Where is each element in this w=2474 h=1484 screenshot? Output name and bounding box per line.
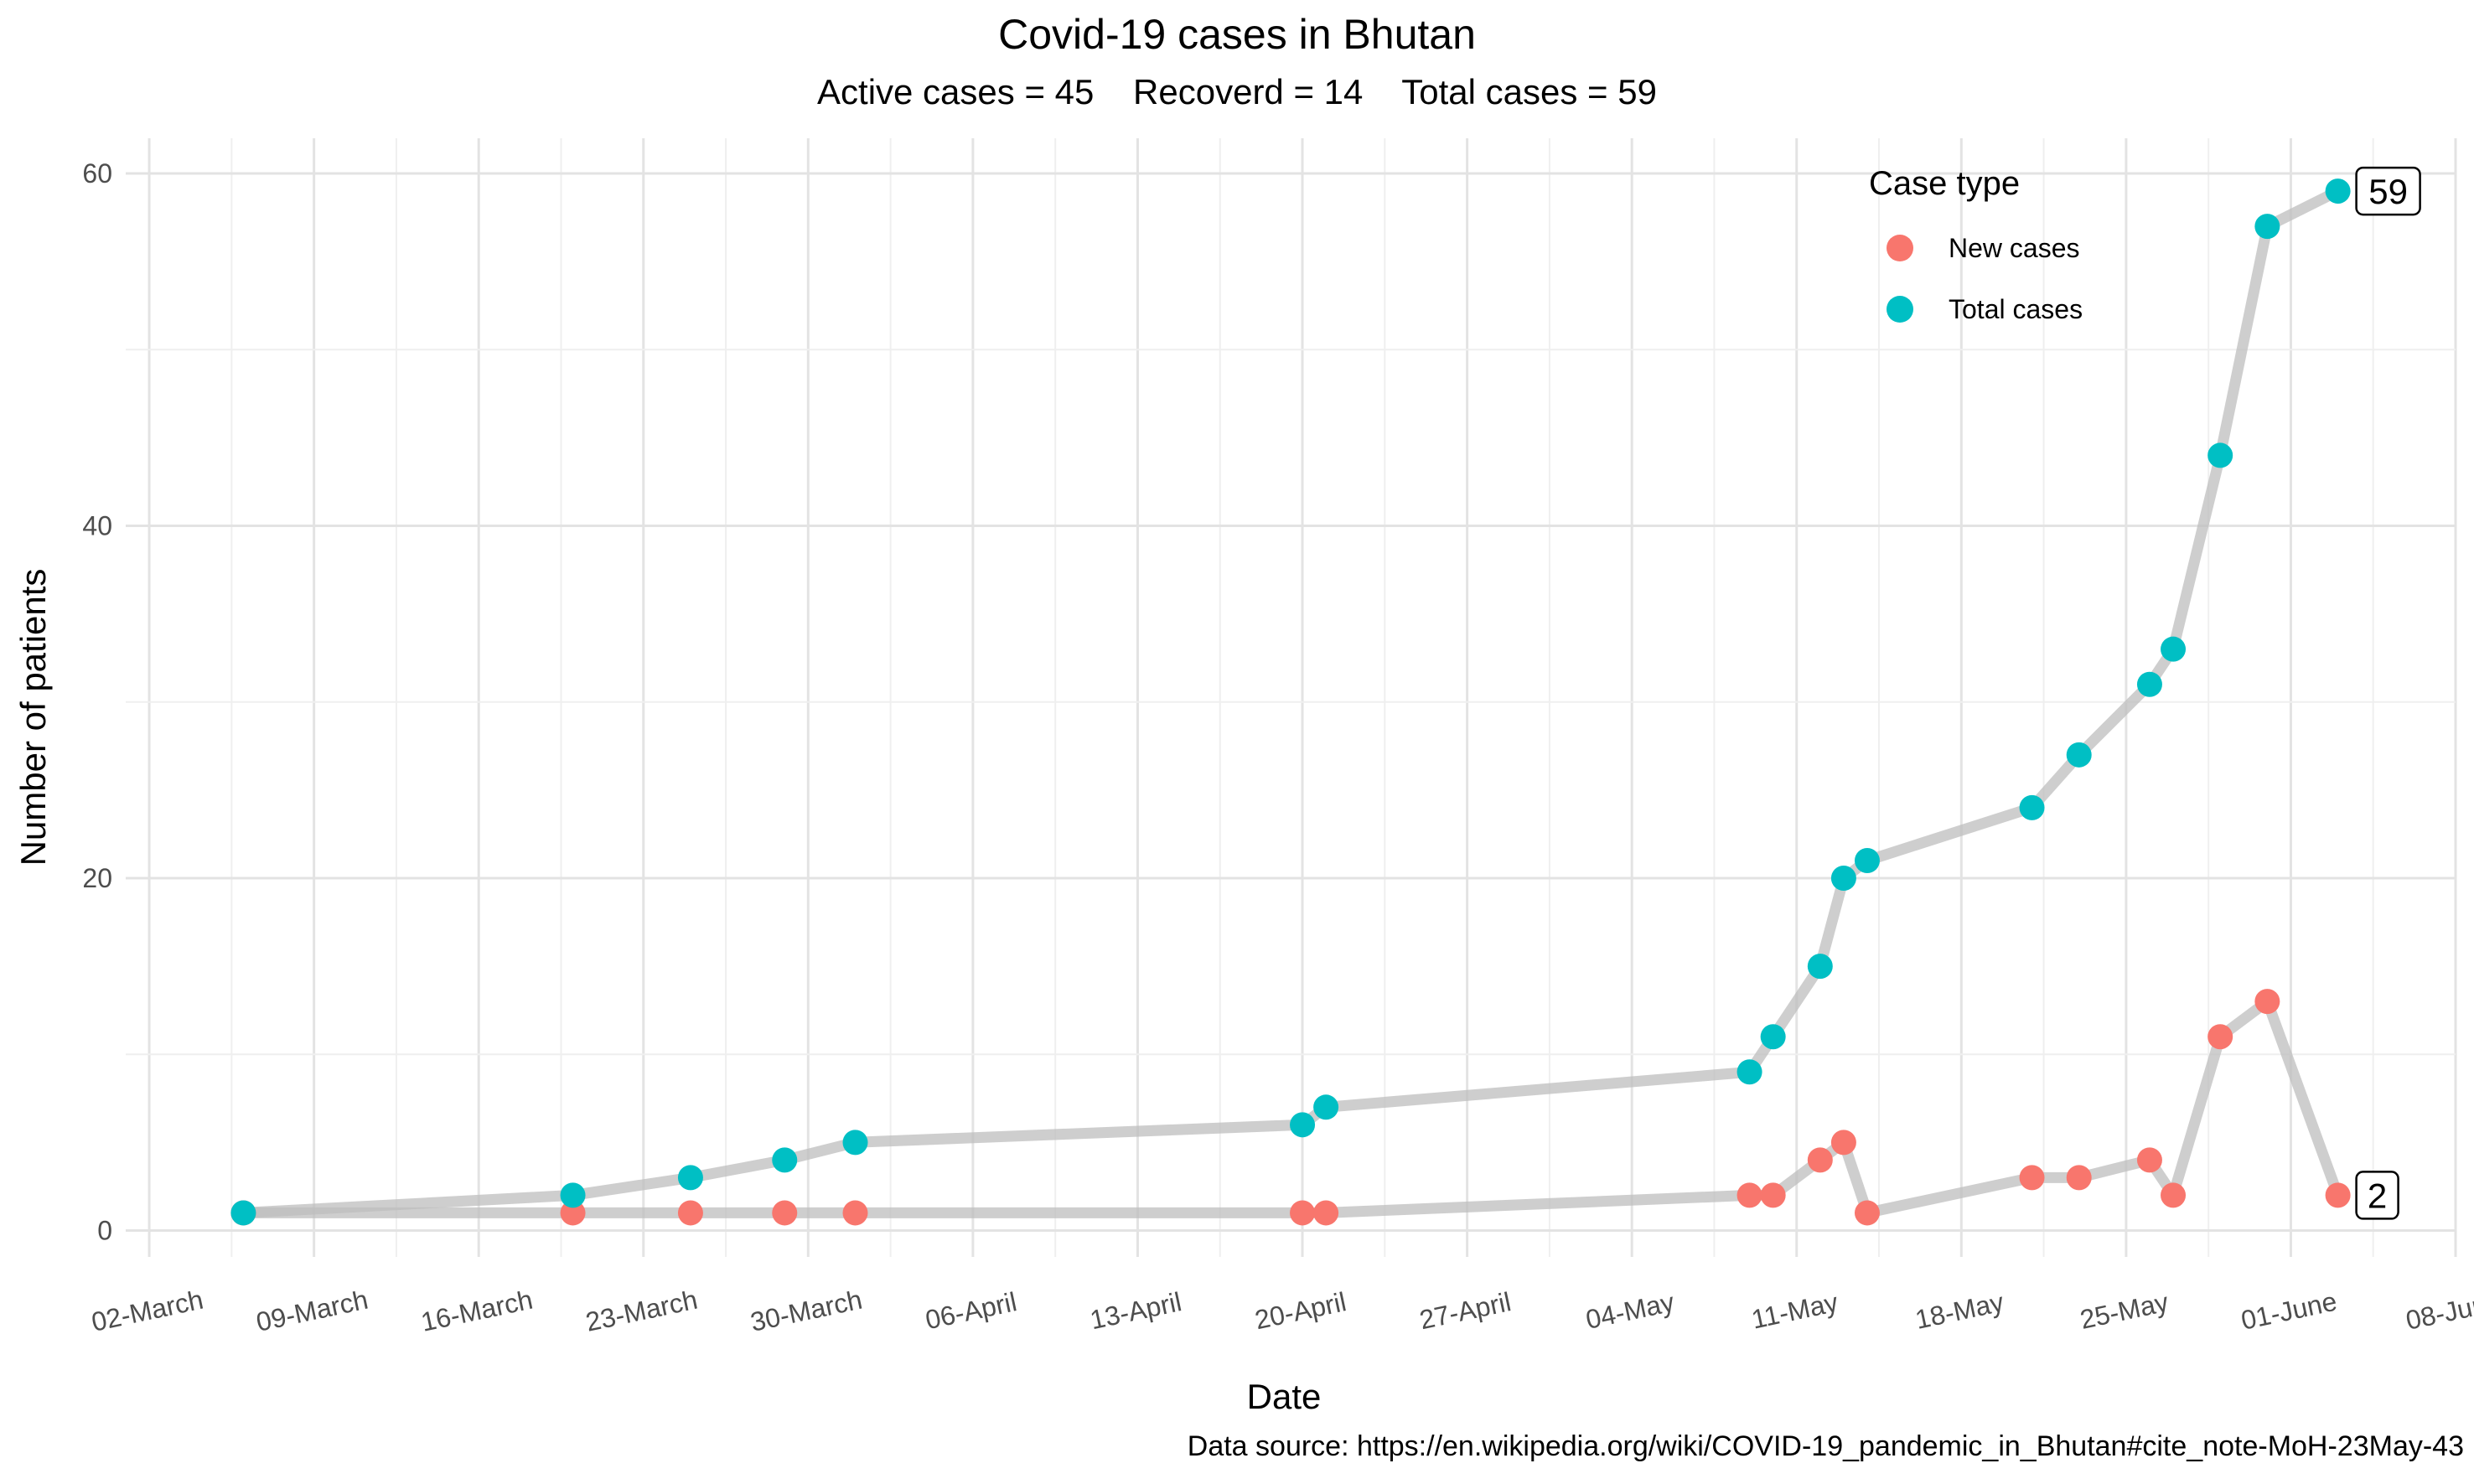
point-total-cases (1736, 1059, 1762, 1085)
x-tick-label: 09-March (254, 1285, 371, 1337)
x-axis-ticks: 02-March 09-March 16-March 23-March 30-March… (89, 1285, 2474, 1337)
point-new-cases (560, 1200, 586, 1226)
point-total-cases (560, 1182, 586, 1208)
point-new-cases (1313, 1200, 1339, 1226)
legend-key (1887, 296, 1913, 323)
data-source-caption: Data source: https://en.wikipedia.org/wi… (1187, 1430, 2464, 1462)
end-label-box (2355, 1171, 2399, 1220)
point-total-cases (2254, 214, 2280, 240)
point-total-cases (2066, 742, 2092, 768)
end-label-text: 2 (2368, 1176, 2387, 1215)
x-tick-label: 30-March (748, 1285, 865, 1337)
x-tick-label: 23-March (583, 1285, 701, 1337)
point-total-cases (2325, 178, 2351, 204)
point-total-cases (2161, 636, 2187, 662)
point-total-cases (2207, 442, 2233, 468)
point-new-cases (2325, 1182, 2351, 1208)
point-new-cases (2066, 1165, 2092, 1191)
point-new-cases (1807, 1147, 1833, 1173)
x-tick-label: 02-March (89, 1285, 206, 1337)
y-axis-ticks: 0 20 40 60 (82, 158, 112, 1245)
x-tick-label: 04-May (1583, 1287, 1677, 1335)
point-total-cases (1807, 954, 1833, 980)
point-new-cases (677, 1200, 703, 1226)
legend-label: Total cases (1949, 294, 2083, 324)
point-new-cases (2207, 1024, 2233, 1050)
point-new-cases (2161, 1182, 2187, 1208)
series-points (230, 178, 2351, 1226)
point-new-cases (842, 1200, 868, 1226)
point-new-cases (1290, 1200, 1316, 1226)
end-label-total-cases: 59 (2355, 166, 2421, 216)
point-total-cases (842, 1130, 868, 1156)
end-label-text: 59 (2368, 172, 2408, 211)
point-new-cases (1830, 1130, 1856, 1156)
end-label-box (2355, 166, 2421, 216)
x-tick-label: 18-May (1912, 1287, 2006, 1335)
end-label-new-cases: 2 (2355, 1171, 2399, 1220)
point-total-cases (2019, 794, 2045, 820)
legend-label: New cases (1949, 233, 2080, 263)
legend-title: Case type (1869, 165, 2020, 202)
point-new-cases (1736, 1182, 1762, 1208)
x-tick-label: 27-April (1417, 1286, 1514, 1335)
point-new-cases (772, 1200, 798, 1226)
legend: Case type New cases Total cases (1869, 165, 2083, 324)
point-total-cases (1760, 1024, 1786, 1050)
point-new-cases (2019, 1165, 2045, 1191)
x-tick-label: 08-June (2403, 1286, 2474, 1336)
chart-title: Covid-19 cases in Bhutan (998, 11, 1476, 58)
grid (126, 138, 2457, 1257)
point-new-cases (2254, 989, 2280, 1015)
y-axis-title: Number of patients (13, 569, 53, 866)
x-tick-label: 25-May (2078, 1287, 2171, 1335)
y-tick-label: 60 (82, 158, 112, 189)
x-tick-label: 01-June (2239, 1286, 2340, 1336)
point-total-cases (2136, 671, 2162, 697)
x-tick-label: 16-March (418, 1285, 536, 1337)
point-new-cases (2136, 1147, 2162, 1173)
y-tick-label: 0 (97, 1215, 112, 1245)
end-labels: 2 59 (2355, 166, 2421, 1220)
point-total-cases (1313, 1094, 1339, 1120)
point-total-cases (1830, 865, 1856, 891)
point-new-cases (1854, 1200, 1880, 1226)
x-tick-label: 13-April (1088, 1286, 1184, 1335)
point-total-cases (772, 1147, 798, 1173)
x-axis-title: Date (1247, 1377, 1322, 1416)
point-total-cases (230, 1200, 256, 1226)
point-total-cases (1854, 847, 1880, 873)
x-tick-label: 11-May (1749, 1287, 1841, 1335)
x-tick-label: 20-April (1252, 1286, 1348, 1335)
legend-key (1887, 235, 1913, 261)
point-total-cases (677, 1165, 703, 1191)
y-tick-label: 40 (82, 511, 112, 541)
chart-subtitle: Active cases = 45 Recoverd = 14 Total ca… (817, 72, 1657, 111)
point-total-cases (1290, 1112, 1316, 1138)
y-tick-label: 20 (82, 863, 112, 893)
x-tick-label: 06-April (923, 1286, 1019, 1335)
point-new-cases (1760, 1182, 1786, 1208)
